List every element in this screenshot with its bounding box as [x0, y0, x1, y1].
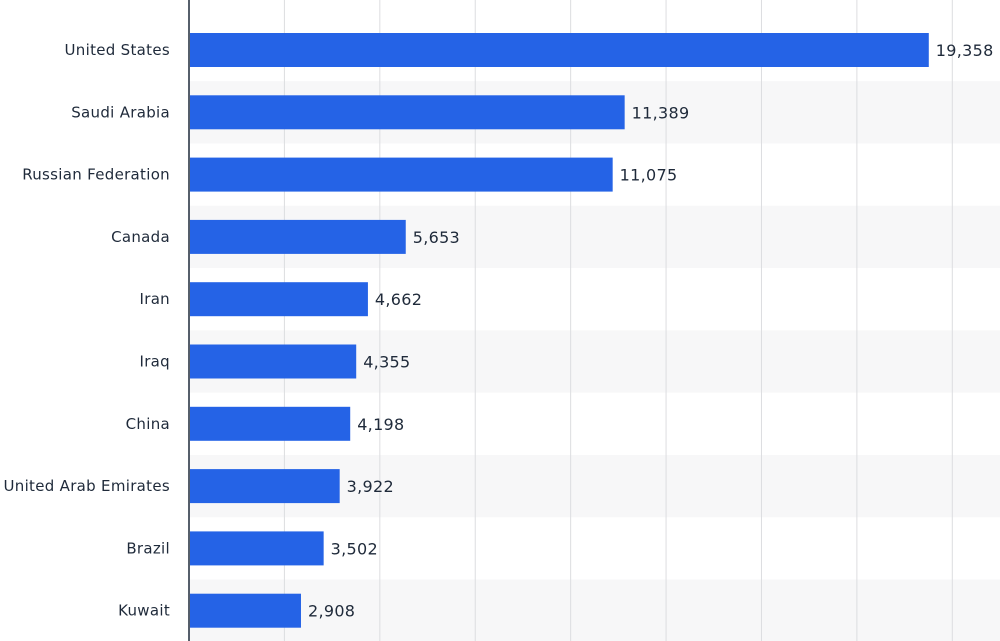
- bar-russian-federation[interactable]: [190, 157, 613, 192]
- value-label: 5,653: [413, 228, 460, 247]
- category-labels: United States Saudi Arabia Russian Federat…: [3, 41, 171, 620]
- value-labels: 19,358 11,389 11,075 5,653 4,662 4,355 4,198 3,…: [308, 41, 994, 621]
- bar-iran[interactable]: [190, 282, 368, 317]
- value-label: 3,922: [347, 477, 394, 496]
- category-label: Canada: [111, 228, 170, 246]
- row-bands: [189, 81, 1000, 641]
- value-label: 2,908: [308, 602, 355, 621]
- bar-brazil[interactable]: [190, 531, 324, 566]
- value-label: 11,389: [632, 103, 690, 122]
- value-label: 19,358: [936, 41, 994, 60]
- category-label: Iraq: [139, 353, 170, 371]
- category-label: Kuwait: [118, 602, 170, 620]
- value-label: 4,355: [363, 353, 410, 372]
- bar-kuwait[interactable]: [190, 593, 301, 628]
- value-label: 11,075: [620, 166, 678, 185]
- category-label: China: [126, 415, 170, 433]
- bar-china[interactable]: [190, 406, 351, 441]
- category-label: Russian Federation: [22, 166, 170, 184]
- value-label: 4,198: [357, 415, 404, 434]
- category-label: Saudi Arabia: [71, 103, 170, 121]
- bar-saudi-arabia[interactable]: [190, 95, 625, 130]
- value-label: 3,502: [331, 539, 378, 558]
- bar-united-states[interactable]: [190, 33, 929, 67]
- bar-iraq[interactable]: [190, 344, 357, 379]
- category-label: United Arab Emirates: [3, 477, 170, 495]
- bar-canada[interactable]: [190, 219, 406, 254]
- bar-united-arab-emirates[interactable]: [190, 469, 340, 504]
- row-band: [189, 579, 1000, 641]
- bar-group: [190, 33, 929, 628]
- category-label: United States: [65, 41, 170, 59]
- category-label: Iran: [140, 290, 171, 308]
- value-label: 4,662: [375, 290, 422, 309]
- category-label: Brazil: [126, 539, 170, 557]
